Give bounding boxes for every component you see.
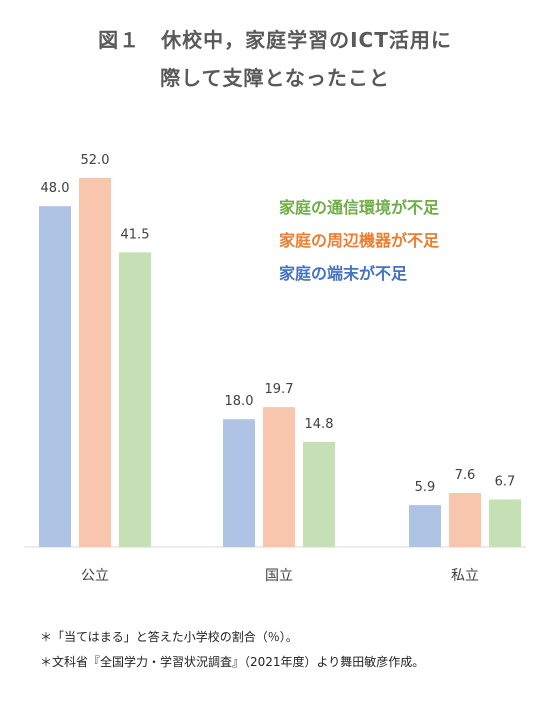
data-label-peripheral-0: 52.0 (81, 153, 110, 168)
bar-device-0 (39, 206, 71, 547)
data-label-peripheral-1: 19.7 (265, 382, 294, 397)
legend-item-network: 家庭の通信環境が不足 (279, 198, 440, 217)
bar-network-0 (119, 252, 151, 547)
category-label-2: 私立 (451, 568, 479, 584)
bar-device-1 (223, 419, 255, 547)
chart-title-line2: 際して支障となったこと (160, 66, 390, 90)
data-label-network-1: 14.8 (305, 417, 334, 432)
footnote-1: ＊「当てはまる」と答えた小学校の割合（％）。 (40, 630, 298, 644)
bar-peripheral-0 (79, 177, 111, 548)
bar-device-2 (409, 505, 441, 547)
bar-peripheral-2 (449, 493, 481, 547)
data-label-network-2: 6.7 (495, 474, 516, 489)
bar-peripheral-1 (263, 407, 295, 547)
category-label-1: 国立 (265, 568, 293, 584)
data-label-device-0: 48.0 (41, 181, 70, 196)
bar-network-1 (303, 441, 335, 547)
category-label-0: 公立 (81, 568, 109, 584)
data-label-peripheral-2: 7.6 (455, 468, 476, 483)
data-label-device-1: 18.0 (225, 394, 254, 409)
data-label-device-2: 5.9 (415, 480, 436, 495)
bar-network-2 (489, 499, 521, 547)
chart-title-line1: 図１ 休校中，家庭学習のICT活用に (98, 28, 452, 52)
footnote-2: ＊文科省『全国学力・学習状況調査』（2021年度）より舞田敏彦作成。 (40, 655, 425, 669)
data-label-network-0: 41.5 (121, 227, 150, 242)
legend-item-devices: 家庭の端末が不足 (279, 264, 408, 283)
legend-item-peripherals: 家庭の周辺機器が不足 (279, 231, 440, 250)
